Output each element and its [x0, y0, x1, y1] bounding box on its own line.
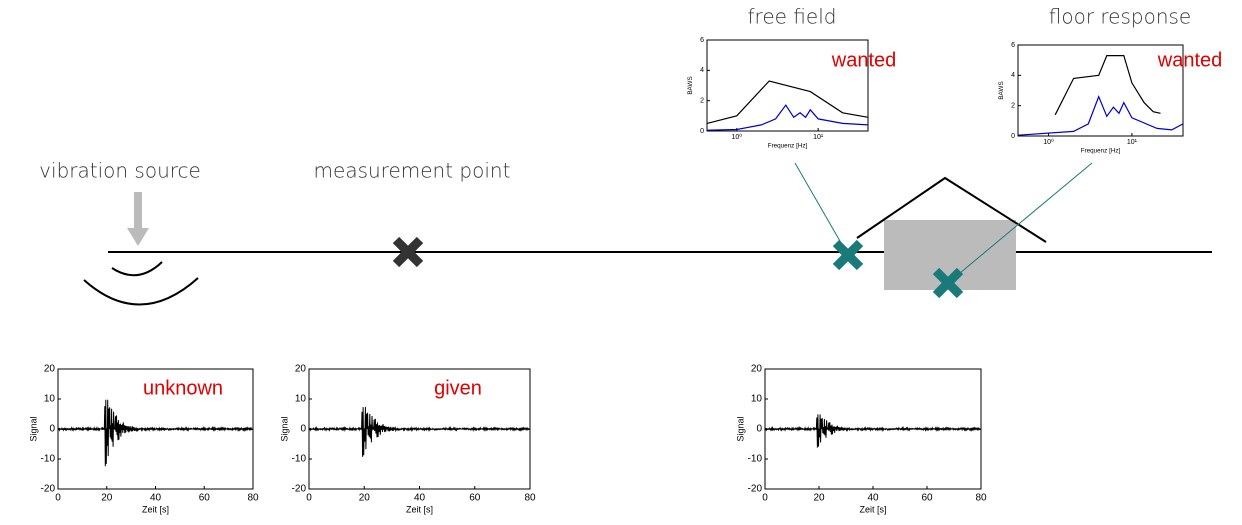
x-tick-label: 80: [524, 493, 536, 504]
x-tick-label: 10¹: [813, 134, 824, 141]
arrow-shaft: [134, 192, 142, 228]
y-tick-label: 4: [1011, 72, 1015, 79]
x-tick-label: 0: [55, 493, 61, 504]
y-tick-label: 0: [1011, 133, 1015, 140]
y-tick-label: -10: [41, 454, 56, 465]
x-tick-label: 40: [150, 493, 162, 504]
x-tick-label: 20: [813, 493, 825, 504]
x-tick-label: 20: [359, 493, 371, 504]
arrow-head: [127, 228, 149, 246]
y-tick-label: 10: [751, 394, 763, 405]
x-axis-label: Zeit [s]: [406, 504, 433, 514]
x-tick-label: 80: [975, 493, 987, 504]
y-tick-label: 0: [49, 424, 55, 435]
x-tick-label: 60: [469, 493, 481, 504]
y-tick-label: 10: [44, 394, 56, 405]
x-axis-label: Zeit [s]: [859, 504, 886, 514]
x-tick-label: 80: [247, 493, 259, 504]
wave-arc: [83, 277, 199, 306]
y-tick-label: -20: [41, 484, 56, 495]
roof: [856, 176, 1047, 243]
y-tick-label: 2: [1011, 103, 1015, 110]
y-axis-label: Signal: [28, 416, 38, 441]
label: floor response: [1049, 5, 1192, 29]
x-tick-label: 10⁰: [1043, 138, 1054, 146]
spectrum-line: [706, 80, 869, 124]
wave-arc: [111, 261, 163, 277]
spectrum-line: [706, 104, 869, 131]
y-tick-label: -20: [748, 484, 763, 495]
annotation: wanted: [1157, 49, 1223, 71]
y-tick-label: 4: [700, 67, 704, 74]
marker-measurement: [392, 236, 424, 268]
spectrum-line: [1054, 55, 1161, 116]
label: measurement point: [314, 159, 511, 183]
x-axis-label: Frequenz [Hz]: [1081, 147, 1121, 154]
waveform-illustration: [765, 414, 981, 448]
x-tick-label: 40: [414, 493, 426, 504]
y-axis-label: Signal: [735, 416, 745, 441]
x-axis-label: Frequenz [Hz]: [768, 142, 808, 149]
y-tick-label: 0: [756, 424, 762, 435]
y-axis-label: BAWS: [687, 76, 694, 94]
y-tick-label: -10: [748, 454, 763, 465]
x-axis-label: Zeit [s]: [142, 504, 169, 514]
waveform-illustration: [309, 406, 530, 457]
x-tick-label: 20: [101, 493, 113, 504]
marker-floor: [932, 267, 964, 299]
y-tick-label: 6: [1011, 42, 1015, 49]
x-tick-label: 10⁰: [732, 133, 743, 141]
x-tick-label: 40: [867, 493, 879, 504]
label: free field: [748, 5, 837, 29]
y-tick-label: 20: [751, 364, 763, 375]
y-tick-label: 10: [295, 394, 307, 405]
label: vibration source: [39, 159, 201, 183]
connector: [794, 162, 849, 256]
x-tick-label: 0: [762, 493, 768, 504]
x-tick-label: 0: [306, 493, 312, 504]
y-tick-label: 20: [44, 364, 56, 375]
annotation: wanted: [831, 49, 897, 71]
y-tick-label: 0: [700, 128, 704, 135]
x-tick-label: 60: [921, 493, 933, 504]
waveform-illustration: [58, 399, 253, 467]
y-axis-label: Signal: [279, 416, 289, 441]
connector: [947, 162, 1093, 284]
y-tick-label: 6: [700, 37, 704, 44]
y-tick-label: 0: [300, 424, 306, 435]
annotation: given: [434, 377, 482, 399]
y-tick-label: -20: [292, 484, 307, 495]
y-tick-label: 20: [295, 364, 307, 375]
y-tick-label: -10: [292, 454, 307, 465]
y-tick-label: 2: [700, 98, 704, 105]
marker-free-field: [832, 239, 864, 271]
x-tick-label: 10¹: [1127, 139, 1138, 146]
y-axis-label: BAWS: [998, 81, 1005, 99]
annotation: unknown: [143, 377, 223, 399]
x-tick-label: 60: [199, 493, 211, 504]
axes-box: [1017, 44, 1184, 137]
spectrum-line: [1017, 94, 1184, 136]
